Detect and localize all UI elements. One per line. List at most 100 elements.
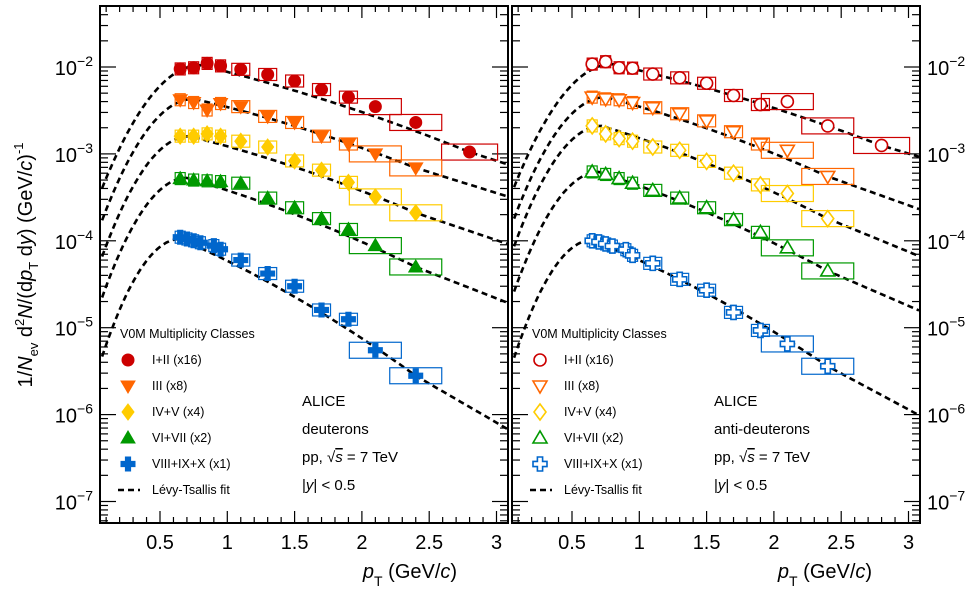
legend-marker	[533, 402, 547, 422]
annotation: pp, √s = 7 TeV	[714, 449, 810, 466]
syst-box	[852, 136, 911, 155]
data-point	[213, 241, 229, 257]
data-point	[185, 172, 202, 186]
fit-curve-0	[100, 63, 508, 189]
y-tick-label: 10−4	[55, 227, 93, 254]
fit-curve-1	[512, 95, 920, 220]
y-tick-label: 10−4	[927, 227, 965, 254]
annotations: ALICE deuterons pp, √s = 7 TeV |y| < 0.5	[302, 393, 398, 494]
data-point	[698, 115, 715, 130]
series-vi-vii	[172, 170, 443, 276]
data-point	[212, 173, 229, 188]
data-point	[778, 239, 796, 254]
data-point	[286, 116, 303, 131]
data-point	[585, 116, 600, 136]
series-iii	[583, 90, 855, 186]
legend-entry: III (x8)	[152, 379, 187, 393]
data-point	[199, 172, 215, 187]
data-point	[819, 170, 837, 186]
series-viii-ix-x	[584, 233, 855, 375]
data-point	[819, 358, 836, 375]
fit-curve-4	[512, 238, 920, 417]
data-point	[187, 61, 201, 75]
syst-box	[801, 357, 855, 375]
series-vi-vii	[583, 163, 855, 280]
data-point	[699, 76, 714, 91]
data-point	[409, 203, 423, 222]
data-point	[671, 189, 689, 204]
data-point	[234, 132, 248, 151]
data-point	[367, 148, 384, 162]
data-point	[367, 237, 384, 252]
y-tick-label: 10−6	[55, 401, 93, 428]
y-tick-label: 10−2	[55, 53, 93, 80]
y-tick-label: 10−7	[55, 488, 93, 515]
data-point	[645, 137, 660, 157]
legend-marker	[533, 353, 547, 367]
x-tick-label: 1.5	[281, 532, 309, 554]
data-point	[288, 74, 302, 88]
data-point	[367, 342, 383, 358]
syst-box	[389, 113, 443, 132]
legend-marker	[120, 430, 136, 444]
data-point	[200, 125, 214, 143]
data-point	[172, 170, 189, 185]
x-tick-label: 0.5	[558, 532, 586, 554]
data-point	[259, 190, 276, 204]
legend-entry: I+II (x16)	[564, 353, 614, 367]
fit-curve-3	[100, 176, 508, 304]
legend-entry: III (x8)	[564, 379, 599, 393]
data-point	[185, 97, 202, 111]
data-point	[644, 181, 662, 197]
syst-box	[389, 367, 443, 385]
data-point	[341, 90, 355, 104]
legend-title: V0M Multiplicity Classes	[532, 327, 667, 341]
legend-marker	[120, 456, 136, 472]
series-viii-ix-x	[172, 229, 443, 385]
data-point	[583, 163, 601, 178]
y-tick-label: 10−5	[55, 314, 93, 341]
data-point	[624, 174, 641, 190]
y-tick-label: 10−7	[927, 488, 965, 515]
data-point	[173, 127, 187, 145]
annotation: |y| < 0.5	[302, 477, 355, 494]
data-point	[585, 57, 599, 71]
data-point	[199, 104, 215, 118]
plot-frame	[99, 5, 509, 524]
data-point	[672, 140, 687, 160]
data-point	[726, 163, 741, 183]
data-point	[625, 131, 640, 151]
syst-box	[389, 258, 443, 276]
series-i-ii	[585, 54, 911, 155]
data-point	[598, 124, 613, 144]
series-iv-v	[173, 125, 443, 222]
data-point	[624, 247, 641, 264]
legend-marker	[531, 429, 549, 444]
legend-marker	[532, 456, 548, 472]
data-point	[187, 127, 201, 145]
data-point	[287, 278, 303, 294]
data-point	[604, 238, 621, 254]
data-point	[213, 127, 228, 145]
y-tick-label: 10−2	[927, 53, 965, 80]
legend-entry: IV+V (x4)	[152, 405, 204, 419]
data-point	[315, 83, 329, 97]
data-point	[625, 61, 640, 75]
data-point	[779, 336, 796, 352]
data-point	[644, 101, 662, 117]
data-point	[192, 235, 208, 251]
x-tick-label: 3	[903, 532, 914, 554]
x-axis-title: pT (GeV/c)	[777, 561, 872, 589]
data-point	[780, 94, 795, 109]
data-point	[874, 138, 889, 153]
annotation: ALICE	[302, 393, 345, 410]
x-tick-label: 2.5	[827, 532, 855, 554]
legend-marker	[121, 353, 135, 367]
legend-entry: IV+V (x4)	[564, 405, 616, 419]
data-point	[597, 93, 615, 108]
data-point	[699, 152, 714, 171]
data-point	[597, 165, 615, 181]
legend-title: V0M Multiplicity Classes	[120, 327, 255, 341]
annotation: |y| < 0.5	[714, 477, 767, 494]
